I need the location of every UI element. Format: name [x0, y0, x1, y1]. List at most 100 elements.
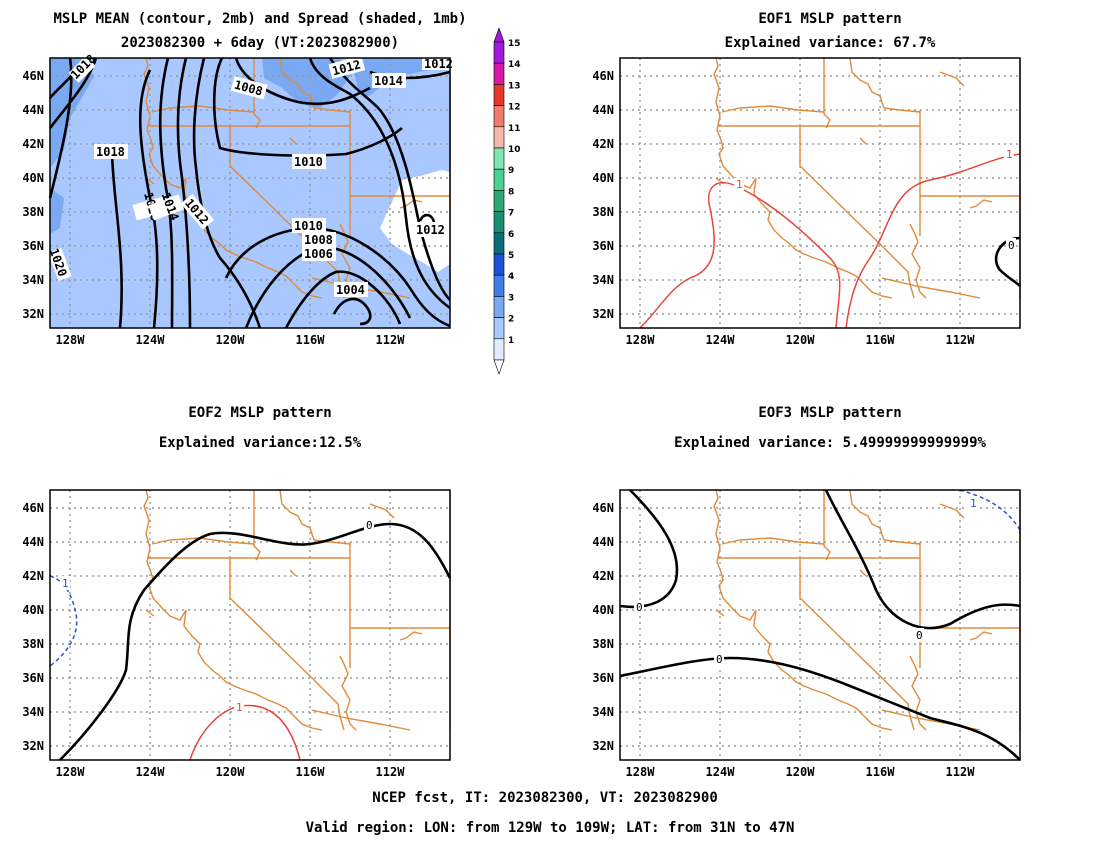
colorbar-swatch	[493, 274, 505, 297]
contour-label: 0	[636, 601, 643, 614]
footer-forecast-info: NCEP fcst, IT: 2023082300, VT: 202308290…	[372, 790, 718, 806]
colorbar-swatch	[493, 84, 505, 106]
contour-label: 1006	[304, 247, 333, 261]
panel-subtitle: 2023082300 + 6day (VT:2023082900)	[121, 35, 399, 51]
lat-tick-label: 34N	[22, 705, 44, 719]
lon-tick-label: 116W	[296, 333, 326, 347]
contour-label: 0	[366, 519, 373, 532]
lon-tick-label: 116W	[296, 765, 326, 779]
colorbar: 15 14 13 12 11 10 9 8 7 6 5 4 3 2 1	[493, 27, 521, 375]
colorbar-label: 12	[508, 103, 521, 113]
panel-eof2: 0 1 1	[49, 489, 452, 761]
lon-tick-label: 112W	[376, 765, 406, 779]
colorbar-swatch	[493, 168, 505, 191]
contour-label: 1008	[304, 233, 333, 247]
contour-label: 0	[1008, 239, 1015, 252]
panel-title: EOF3 MSLP pattern	[758, 405, 901, 421]
lat-tick-label: 38N	[592, 637, 614, 651]
contour-label: 1	[736, 178, 743, 191]
lat-tick-label: 46N	[22, 501, 44, 515]
colorbar-swatch	[493, 126, 505, 149]
lat-tick-label: 44N	[22, 103, 44, 117]
lon-tick-label: 124W	[136, 333, 166, 347]
contour-label: 1010	[294, 155, 323, 169]
lon-tick-label: 116W	[866, 333, 896, 347]
lat-tick-label: 38N	[592, 205, 614, 219]
colorbar-swatch	[493, 41, 505, 64]
colorbar-label: 4	[508, 272, 514, 282]
panel-eof1: 1 1 0	[619, 57, 1021, 329]
contour-label: 1012	[416, 223, 445, 237]
lat-tick-label: 34N	[22, 273, 44, 287]
lon-tick-label: 112W	[946, 333, 976, 347]
contour-label: 1	[236, 701, 243, 714]
lat-tick-label: 36N	[592, 239, 614, 253]
colorbar-label: 7	[508, 209, 514, 219]
mslp-contours	[48, 57, 451, 329]
panel-title: MSLP MEAN (contour, 2mb) and Spread (sha…	[53, 11, 466, 27]
panel-subtitle: Explained variance:12.5%	[159, 435, 362, 451]
lat-tick-label: 36N	[22, 239, 44, 253]
panel-subtitle: Explained variance: 67.7%	[725, 35, 936, 51]
panel-mslp-mean: 1018 1016 1014 1012 1010 1008 1006 1004 …	[47, 52, 453, 329]
lat-tick-label: 40N	[22, 603, 44, 617]
colorbar-swatch	[493, 62, 505, 85]
lon-tick-label: 128W	[626, 333, 656, 347]
lat-tick-label: 44N	[22, 535, 44, 549]
colorbar-label: 2	[508, 315, 514, 325]
lat-tick-label: 38N	[22, 205, 44, 219]
colorbar-swatch	[493, 317, 505, 340]
lon-tick-label: 128W	[626, 765, 656, 779]
lat-tick-label: 46N	[592, 69, 614, 83]
lat-tick-label: 42N	[22, 569, 44, 583]
contour-label: 1010	[294, 219, 323, 233]
panel-subtitle: Explained variance: 5.49999999999999%	[674, 435, 986, 451]
map-background	[50, 58, 450, 328]
contour-label: 1012	[424, 57, 453, 71]
colorbar-swatch	[493, 296, 505, 318]
axis-labels: 46N 44N 42N 40N 38N 36N 34N 32N 128W 124W 120W 116W…	[22, 69, 975, 779]
lon-tick-label: 120W	[216, 765, 246, 779]
colorbar-swatch	[493, 338, 505, 361]
colorbar-swatch	[493, 147, 505, 170]
colorbar-swatch	[493, 211, 505, 234]
map-frame	[49, 57, 451, 329]
lon-tick-label: 128W	[56, 333, 86, 347]
lat-tick-label: 38N	[22, 637, 44, 651]
lat-tick-label: 44N	[592, 103, 614, 117]
lon-tick-label: 124W	[706, 333, 736, 347]
colorbar-label: 11	[508, 124, 521, 134]
colorbar-label: 3	[508, 293, 514, 303]
colorbar-arrow-top	[493, 27, 505, 43]
lon-tick-label: 120W	[216, 333, 246, 347]
colorbar-label: 5	[508, 251, 514, 261]
colorbar-swatch	[493, 105, 505, 128]
lat-tick-label: 42N	[592, 137, 614, 151]
lon-tick-label: 128W	[56, 765, 86, 779]
colorbar-swatch	[493, 190, 505, 212]
colorbar-label: 14	[508, 60, 521, 70]
lat-tick-label: 42N	[592, 569, 614, 583]
panel-title: EOF2 MSLP pattern	[188, 405, 331, 421]
lat-tick-label: 44N	[592, 535, 614, 549]
lat-tick-label: 40N	[592, 171, 614, 185]
lon-tick-label: 112W	[946, 765, 976, 779]
contour-label: 1014	[374, 74, 403, 88]
lat-tick-label: 46N	[22, 69, 44, 83]
contour-label: 1018	[96, 145, 125, 159]
colorbar-label: 15	[508, 39, 521, 49]
colorbar-swatch	[493, 253, 505, 276]
colorbar-label: 8	[508, 187, 514, 197]
contour-label: 0	[716, 653, 723, 666]
colorbar-label: 10	[508, 145, 521, 155]
lat-tick-label: 34N	[592, 273, 614, 287]
contour-label: 0	[916, 629, 923, 642]
lat-tick-label: 42N	[22, 137, 44, 151]
lon-tick-label: 124W	[706, 765, 736, 779]
lat-tick-label: 36N	[592, 671, 614, 685]
contour-label: 1	[1006, 148, 1013, 161]
lat-tick-label: 32N	[592, 739, 614, 753]
lat-tick-label: 32N	[22, 307, 44, 321]
lat-tick-label: 46N	[592, 501, 614, 515]
